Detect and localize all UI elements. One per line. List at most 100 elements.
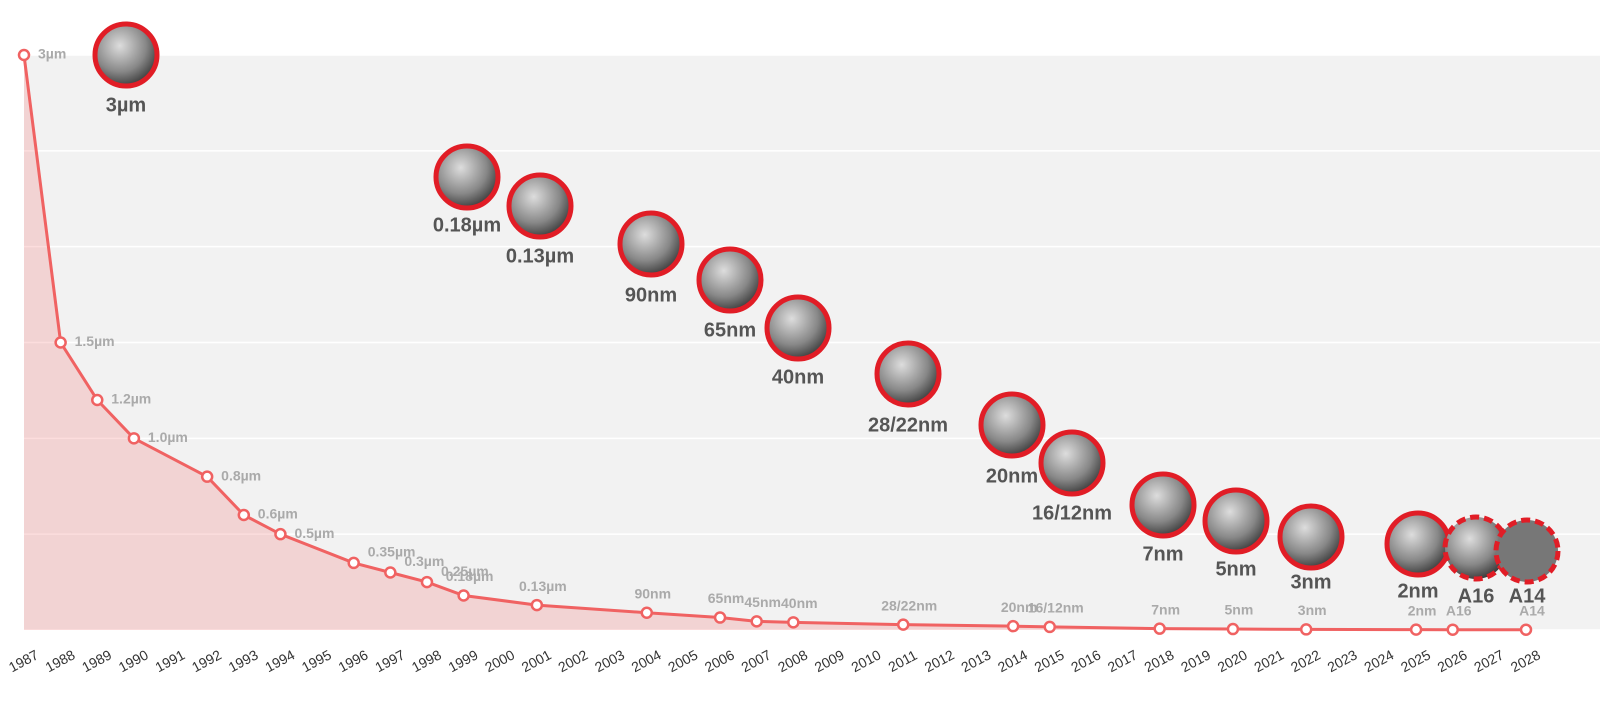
x-tick-label: 1993: [226, 646, 261, 675]
value-label: 0.6µm: [258, 506, 298, 522]
node-image: [1277, 503, 1345, 571]
node-label: 28/22nm: [868, 414, 948, 436]
point: [237, 508, 251, 522]
value-label: 3µm: [38, 46, 66, 62]
point: [54, 336, 67, 349]
value-label: 1.5µm: [75, 333, 115, 349]
point: [274, 527, 287, 541]
x-tick-label: 1996: [336, 646, 371, 675]
node-image: [433, 143, 501, 211]
value-label: 3nm: [1298, 602, 1327, 618]
x-tick-label: 2019: [1178, 646, 1213, 675]
x-tick-label: 2018: [1142, 646, 1177, 675]
value-label: 2nm: [1408, 602, 1437, 618]
x-tick-label: 1992: [189, 646, 224, 675]
node-label: 16/12nm: [1032, 502, 1112, 524]
value-label: 0.35µm: [368, 544, 416, 560]
x-tick-label: 2007: [739, 646, 774, 675]
value-label: 0.8µm: [221, 467, 261, 483]
node-label: 0.13µm: [506, 245, 574, 267]
node-label: 40nm: [772, 366, 824, 388]
x-tick-label: 2014: [995, 646, 1030, 675]
x-tick-label: 2021: [1251, 646, 1286, 675]
point: [713, 611, 727, 624]
point: [347, 556, 360, 570]
value-label: 0.3µm: [404, 553, 444, 569]
x-tick-label: 2009: [812, 646, 847, 675]
x-tick-label: 2005: [665, 646, 700, 675]
x-tick-label: 2003: [592, 646, 627, 675]
node-image: [1129, 471, 1197, 539]
node-image: [1493, 517, 1561, 585]
point: [896, 618, 910, 631]
point: [787, 616, 800, 629]
point: [1153, 622, 1166, 635]
x-tick-label: 2004: [629, 646, 664, 675]
node-image: [978, 391, 1046, 459]
x-tick-label: 2017: [1105, 646, 1140, 675]
x-tick-label: 2002: [555, 646, 590, 675]
x-tick-label: 2024: [1361, 646, 1396, 675]
node-label: A14: [1509, 585, 1547, 607]
node-image: [92, 21, 160, 89]
value-label: 0.25µm: [441, 563, 489, 579]
value-label: 40nm: [781, 595, 818, 611]
x-tick-label: 2025: [1398, 646, 1433, 675]
x-tick-label: 1988: [43, 646, 78, 675]
point: [420, 575, 434, 589]
x-tick-label: 2012: [922, 646, 957, 675]
node-label: 5nm: [1215, 558, 1256, 580]
x-tick-label: 2020: [1215, 646, 1250, 675]
x-tick-label: 1997: [372, 646, 407, 675]
x-tick-label: 2016: [1068, 646, 1103, 675]
x-tick-label: 2027: [1471, 646, 1506, 675]
x-tick-label: 1989: [79, 646, 114, 675]
point: [530, 598, 544, 612]
value-label: 5nm: [1225, 602, 1254, 618]
node-label: 7nm: [1142, 543, 1183, 565]
point: [1226, 622, 1240, 636]
area: [24, 55, 1526, 630]
value-label: 28/22nm: [881, 597, 937, 613]
x-tick-label: 1998: [409, 646, 444, 675]
point: [750, 615, 763, 628]
value-label: 7nm: [1151, 601, 1180, 617]
value-label: 90nm: [634, 585, 671, 601]
x-tick-label: 1990: [116, 646, 151, 675]
point: [127, 432, 141, 445]
node-image: [1202, 487, 1270, 555]
x-tick-label: 2008: [775, 646, 810, 675]
x-tick-label: 2026: [1435, 646, 1470, 675]
node-label: 0.18µm: [433, 214, 501, 236]
node-image: [1038, 429, 1106, 497]
x-tick-label: 2000: [482, 646, 517, 675]
point: [1006, 619, 1020, 633]
node-image: [696, 246, 764, 314]
x-tick-label: 2010: [848, 646, 883, 675]
node-image: [506, 172, 574, 240]
x-tick-label: 2013: [958, 646, 993, 675]
value-label: A16: [1446, 602, 1472, 618]
value-label: 16/12nm: [1028, 600, 1084, 616]
node-label: 90nm: [625, 284, 677, 306]
value-label: 0.18µm: [446, 568, 494, 584]
x-tick-label: 1995: [299, 646, 334, 675]
value-label: A14: [1519, 602, 1545, 618]
point: [17, 48, 31, 62]
node-image: [874, 340, 942, 408]
node-label: 2nm: [1397, 580, 1438, 602]
x-tick-label: 1987: [6, 646, 41, 675]
point: [384, 566, 397, 579]
value-label: 45nm: [744, 594, 781, 610]
node-label: 3nm: [1290, 571, 1331, 593]
x-tick-label: 2028: [1508, 646, 1543, 675]
point: [200, 470, 214, 483]
point: [1299, 623, 1313, 636]
node-label: A16: [1458, 585, 1495, 607]
x-tick-label: 2023: [1325, 646, 1360, 675]
x-tick-label: 2001: [519, 646, 554, 675]
x-tick-label: 2006: [702, 646, 737, 675]
x-tick-label: 2011: [886, 647, 920, 675]
